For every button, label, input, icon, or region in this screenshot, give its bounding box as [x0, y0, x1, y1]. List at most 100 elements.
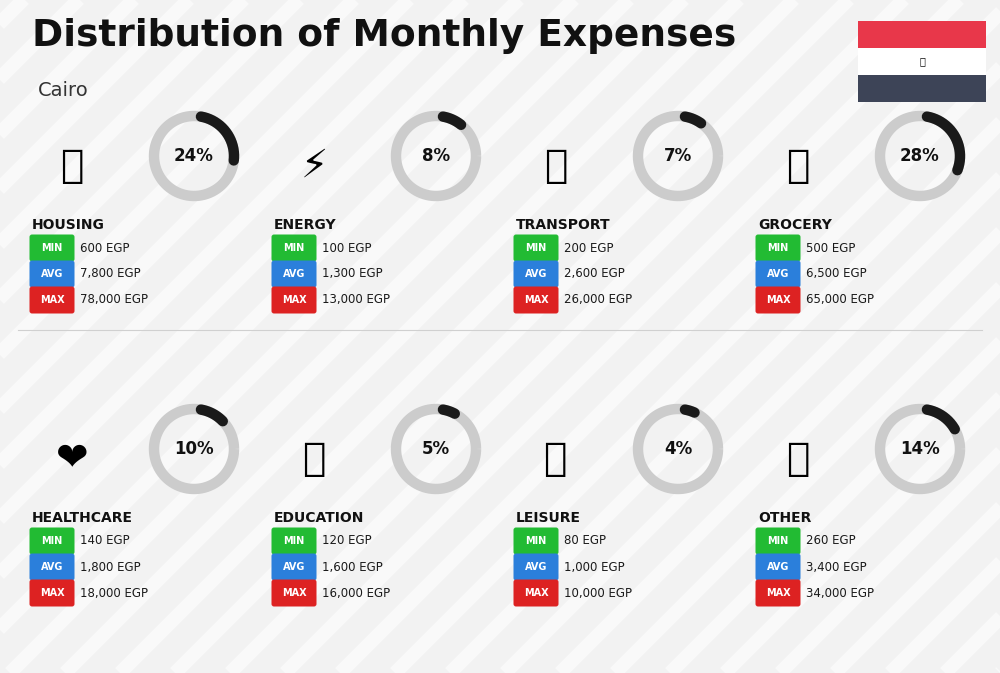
Text: 🚌: 🚌	[544, 147, 568, 185]
Text: AVG: AVG	[767, 269, 789, 279]
Text: MAX: MAX	[40, 295, 64, 305]
Text: AVG: AVG	[41, 562, 63, 572]
Text: ⚡: ⚡	[300, 147, 328, 185]
Text: GROCERY: GROCERY	[758, 218, 832, 232]
Text: 260 EGP: 260 EGP	[806, 534, 856, 548]
Text: MIN: MIN	[767, 243, 789, 253]
Text: MIN: MIN	[41, 536, 63, 546]
FancyBboxPatch shape	[30, 287, 74, 314]
Text: 🏢: 🏢	[60, 147, 84, 185]
Text: ❤️: ❤️	[56, 440, 88, 478]
FancyBboxPatch shape	[272, 579, 317, 606]
Text: 6,500 EGP: 6,500 EGP	[806, 267, 867, 281]
Text: 140 EGP: 140 EGP	[80, 534, 130, 548]
Text: 120 EGP: 120 EGP	[322, 534, 372, 548]
Text: AVG: AVG	[525, 562, 547, 572]
Text: MIN: MIN	[525, 536, 547, 546]
Text: LEISURE: LEISURE	[516, 511, 581, 525]
FancyBboxPatch shape	[756, 579, 800, 606]
Text: 7,800 EGP: 7,800 EGP	[80, 267, 141, 281]
Text: 24%: 24%	[174, 147, 214, 165]
Text: 34,000 EGP: 34,000 EGP	[806, 586, 874, 600]
FancyBboxPatch shape	[756, 260, 800, 287]
Text: 65,000 EGP: 65,000 EGP	[806, 293, 874, 306]
Text: OTHER: OTHER	[758, 511, 811, 525]
Text: MAX: MAX	[524, 295, 548, 305]
Text: 4%: 4%	[664, 440, 692, 458]
Text: 26,000 EGP: 26,000 EGP	[564, 293, 632, 306]
FancyBboxPatch shape	[272, 260, 317, 287]
Text: 3,400 EGP: 3,400 EGP	[806, 561, 867, 573]
FancyBboxPatch shape	[272, 287, 317, 314]
Text: MIN: MIN	[767, 536, 789, 546]
Text: 🛒: 🛒	[786, 147, 810, 185]
Text: HOUSING: HOUSING	[32, 218, 105, 232]
Text: 8%: 8%	[422, 147, 450, 165]
Text: MAX: MAX	[282, 588, 306, 598]
FancyBboxPatch shape	[513, 287, 558, 314]
Text: 5%: 5%	[422, 440, 450, 458]
Text: 1,300 EGP: 1,300 EGP	[322, 267, 383, 281]
Text: MIN: MIN	[283, 536, 305, 546]
FancyBboxPatch shape	[756, 553, 800, 581]
Text: 16,000 EGP: 16,000 EGP	[322, 586, 390, 600]
Text: 18,000 EGP: 18,000 EGP	[80, 586, 148, 600]
Text: Distribution of Monthly Expenses: Distribution of Monthly Expenses	[32, 18, 736, 54]
FancyBboxPatch shape	[513, 553, 558, 581]
Text: 7%: 7%	[664, 147, 692, 165]
Text: 10%: 10%	[174, 440, 214, 458]
FancyBboxPatch shape	[30, 553, 74, 581]
Text: 2,600 EGP: 2,600 EGP	[564, 267, 625, 281]
Text: 10,000 EGP: 10,000 EGP	[564, 586, 632, 600]
Text: MIN: MIN	[525, 243, 547, 253]
FancyBboxPatch shape	[513, 579, 558, 606]
FancyBboxPatch shape	[756, 287, 800, 314]
Text: 500 EGP: 500 EGP	[806, 242, 855, 254]
Text: 🎓: 🎓	[302, 440, 326, 478]
FancyBboxPatch shape	[756, 234, 800, 262]
FancyBboxPatch shape	[272, 553, 317, 581]
Text: 14%: 14%	[900, 440, 940, 458]
Text: 78,000 EGP: 78,000 EGP	[80, 293, 148, 306]
Text: Cairo: Cairo	[38, 81, 89, 100]
FancyBboxPatch shape	[513, 260, 558, 287]
Text: 28%: 28%	[900, 147, 940, 165]
Text: EDUCATION: EDUCATION	[274, 511, 364, 525]
Text: 600 EGP: 600 EGP	[80, 242, 130, 254]
Text: 👜: 👜	[786, 440, 810, 478]
Text: MIN: MIN	[283, 243, 305, 253]
Text: 1,600 EGP: 1,600 EGP	[322, 561, 383, 573]
Text: MAX: MAX	[766, 588, 790, 598]
FancyBboxPatch shape	[513, 528, 558, 555]
Text: MAX: MAX	[282, 295, 306, 305]
Text: MAX: MAX	[766, 295, 790, 305]
Text: 13,000 EGP: 13,000 EGP	[322, 293, 390, 306]
Text: 80 EGP: 80 EGP	[564, 534, 606, 548]
Text: AVG: AVG	[767, 562, 789, 572]
FancyBboxPatch shape	[756, 528, 800, 555]
Text: 🛍️: 🛍️	[544, 440, 568, 478]
Text: ENERGY: ENERGY	[274, 218, 337, 232]
FancyBboxPatch shape	[30, 528, 74, 555]
FancyBboxPatch shape	[272, 234, 317, 262]
Text: MAX: MAX	[524, 588, 548, 598]
FancyBboxPatch shape	[30, 579, 74, 606]
Text: AVG: AVG	[283, 269, 305, 279]
FancyBboxPatch shape	[30, 234, 74, 262]
Text: 100 EGP: 100 EGP	[322, 242, 372, 254]
Text: AVG: AVG	[525, 269, 547, 279]
FancyBboxPatch shape	[858, 75, 986, 102]
FancyBboxPatch shape	[30, 260, 74, 287]
Text: 1,800 EGP: 1,800 EGP	[80, 561, 141, 573]
Text: 200 EGP: 200 EGP	[564, 242, 614, 254]
Text: AVG: AVG	[283, 562, 305, 572]
Text: MIN: MIN	[41, 243, 63, 253]
FancyBboxPatch shape	[858, 21, 986, 48]
Text: AVG: AVG	[41, 269, 63, 279]
FancyBboxPatch shape	[513, 234, 558, 262]
Text: TRANSPORT: TRANSPORT	[516, 218, 611, 232]
Text: HEALTHCARE: HEALTHCARE	[32, 511, 133, 525]
FancyBboxPatch shape	[272, 528, 317, 555]
Text: MAX: MAX	[40, 588, 64, 598]
FancyBboxPatch shape	[858, 48, 986, 75]
